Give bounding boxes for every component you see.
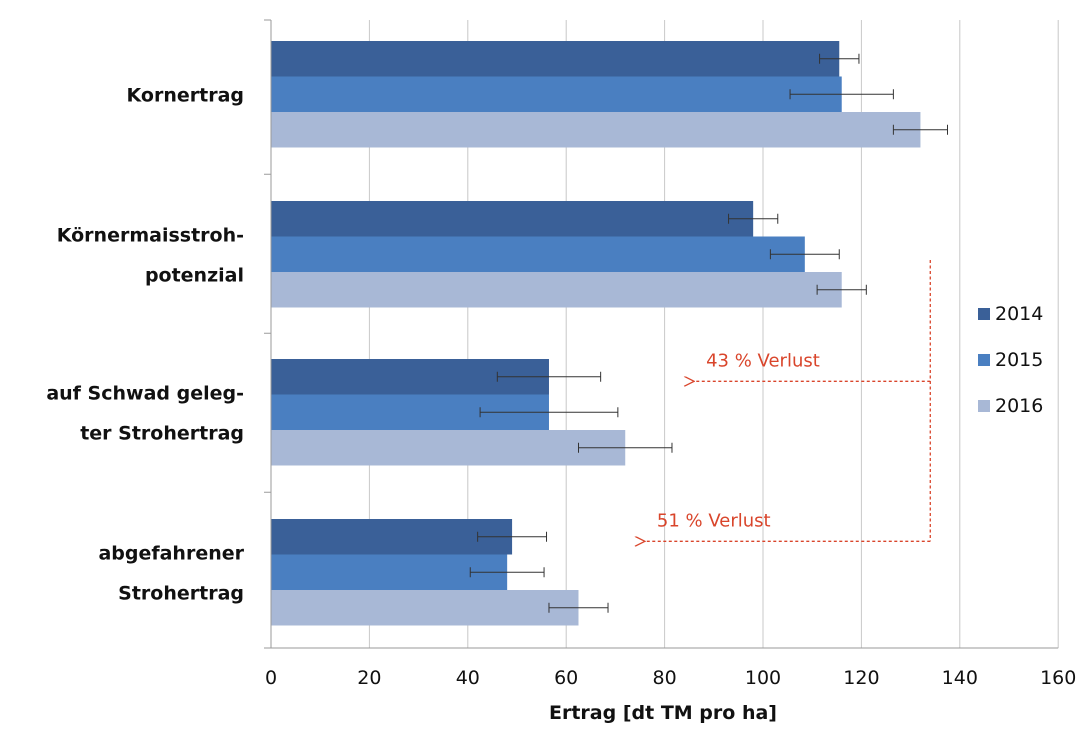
category-labels: Kornertrag Körnermaisstroh-potenzial auf S… [46,84,244,604]
error-bar-2015-2 [479,407,619,418]
legend-label: 2014 [995,303,1043,325]
legend-swatch [978,400,990,412]
error-bars [469,53,948,613]
bars [271,41,921,626]
bar-2015-3 [271,554,508,590]
error-bar-2014-3 [477,531,548,542]
bar-2014-1 [271,201,754,237]
error-bar-2015-1 [769,249,840,260]
error-bar-2014-2 [496,371,602,382]
x-tick-label-160: 160 [1040,667,1076,689]
error-bar-2016-3 [548,602,609,613]
category-label-line: Kornertrag [127,84,244,106]
bar-2016-2 [271,430,626,466]
category-label-0: Kornertrag [127,84,244,106]
category-label-3: abgefahrener Strohertrag [98,542,244,604]
error-bar-2016-1 [816,284,867,295]
category-label-line: Körnermaisstroh- [57,224,244,246]
error-bar-2014-1 [728,213,779,224]
legend-label: 2016 [995,395,1043,417]
category-label-1: Körnermaisstroh-potenzial [57,224,244,286]
legend-item-2016: 2016 [978,395,1043,417]
category-label-line: Strohertrag [118,582,244,604]
category-label-line: abgefahrener [98,542,244,564]
x-tick-label-80: 80 [653,667,677,689]
x-tick-label-100: 100 [745,667,781,689]
legend-swatch [978,354,990,366]
bar-2015-0 [271,76,842,112]
bar-2016-0 [271,112,921,148]
bar-2015-1 [271,236,805,272]
legend-item-2015: 2015 [978,349,1043,371]
x-tick-label-120: 120 [843,667,879,689]
legend-swatch [978,308,990,320]
error-bar-2016-2 [578,442,673,453]
legend-label: 2015 [995,349,1043,371]
error-bar-2015-3 [469,567,545,578]
error-bar-2016-0 [892,124,948,135]
x-tick-label-140: 140 [942,667,978,689]
legend-item-2014: 2014 [978,303,1043,325]
error-bar-2014-0 [819,53,860,64]
annotation-1: 51 % Verlust [645,510,931,541]
annotation-label: 43 % Verlust [706,350,820,371]
bar-2016-3 [271,590,579,626]
annotation-label: 51 % Verlust [657,510,771,531]
category-label-line: ter Strohertrag [80,422,244,444]
annotations: 43 % Verlust 51 % Verlust [645,260,931,541]
legend: 2014 2015 2016 [978,303,1043,417]
x-axis-label: Ertrag [dt TM pro ha] [549,702,777,724]
error-bar-2015-0 [789,89,894,100]
x-tick-label-20: 20 [357,667,381,689]
category-label-line: auf Schwad geleg- [46,382,244,404]
annotation-0: 43 % Verlust [694,350,931,381]
x-tick-label-0: 0 [265,667,277,689]
axes: 0 20 40 60 80 100 120 140 160 [264,19,1076,689]
category-label-2: auf Schwad geleg-ter Strohertrag [46,382,244,444]
x-tick-label-60: 60 [554,667,578,689]
bar-2014-3 [271,519,513,555]
bar-2016-1 [271,272,842,308]
category-label-line: potenzial [145,264,244,286]
x-tick-label-40: 40 [456,667,480,689]
bar-2014-0 [271,41,840,77]
